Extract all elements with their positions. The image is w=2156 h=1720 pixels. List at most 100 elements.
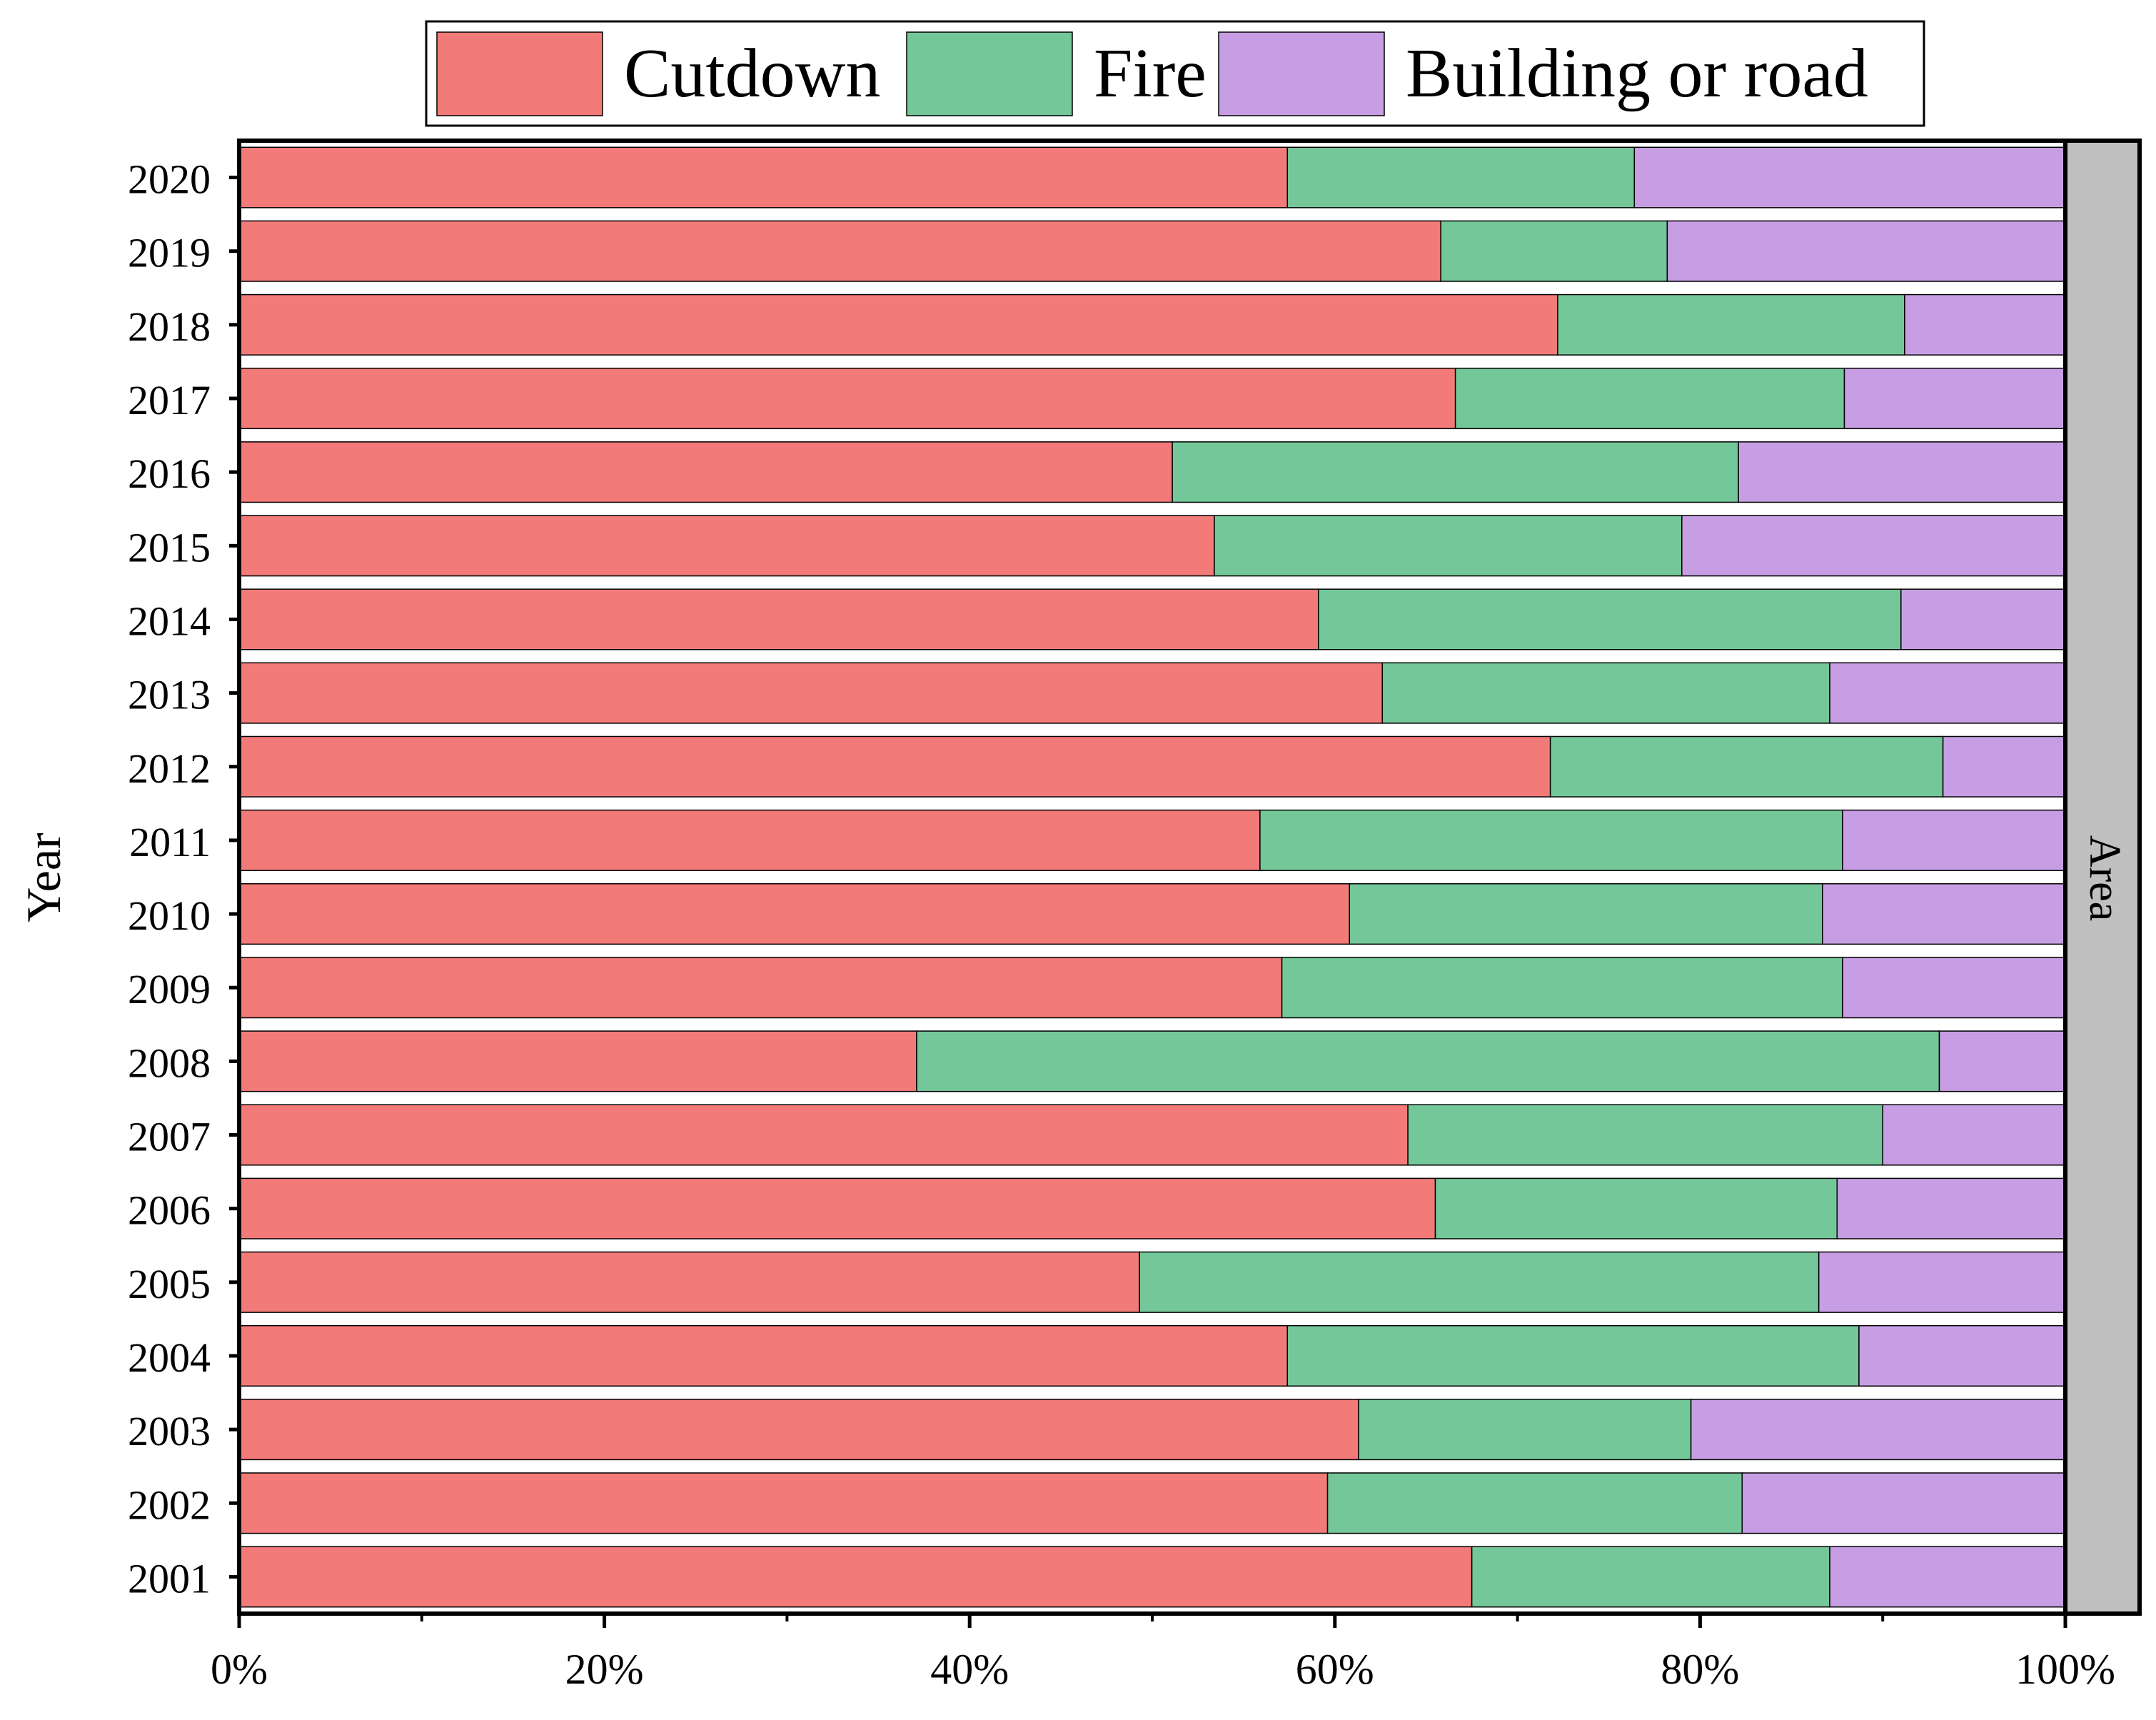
y-tick-label-2015: 2015	[128, 524, 211, 570]
facet-strip	[2063, 139, 2142, 1616]
bar-fire-2019	[1440, 220, 1668, 282]
bar-cutdown-2004	[238, 1324, 1289, 1387]
bar-fire-2020	[1286, 146, 1636, 208]
y-axis: 2001 2002 2003 2004 2005 2006 2007 2008 2009 2010…	[128, 156, 239, 1601]
bar-cutdown-2016	[238, 441, 1173, 503]
bar-cutdown-2017	[238, 367, 1456, 430]
bar-cutdown-2011	[238, 809, 1261, 871]
y-tick-label-2016: 2016	[128, 451, 211, 497]
bar-fire-2014	[1318, 588, 1902, 650]
bar-building-or-road-2017	[1843, 367, 2066, 430]
y-tick-label-2006: 2006	[128, 1187, 211, 1234]
legend-label-cutdown: Cutdown	[624, 35, 880, 112]
bar-building-or-road-2013	[1829, 662, 2066, 724]
x-axis: 0% 20% 40% 60% 80% 100%	[211, 1614, 2115, 1693]
legend-swatch-building-or-road	[1218, 31, 1385, 116]
bar-fire-2015	[1214, 515, 1683, 577]
y-tick-label-2005: 2005	[128, 1261, 211, 1307]
y-tick-label-2008: 2008	[128, 1040, 211, 1086]
bar-building-or-road-2003	[1690, 1399, 2066, 1461]
y-tick-label-2003: 2003	[128, 1408, 211, 1454]
x-tick-label-100: 100%	[2015, 1646, 2115, 1693]
bar-cutdown-2002	[238, 1472, 1329, 1534]
bar-cutdown-2010	[238, 883, 1351, 945]
y-tick-label-2011: 2011	[129, 819, 211, 865]
y-tick-label-2010: 2010	[128, 892, 211, 939]
bar-fire-2017	[1454, 367, 1845, 430]
legend-frame	[425, 20, 1925, 127]
bar-cutdown-2012	[238, 735, 1551, 798]
bar-fire-2012	[1549, 735, 1944, 798]
bar-cutdown-2020	[238, 146, 1289, 208]
y-tick-label-2002: 2002	[128, 1482, 211, 1528]
y-tick-label-2018: 2018	[128, 303, 211, 350]
bar-building-or-road-2014	[1900, 588, 2066, 650]
bar-fire-2001	[1471, 1546, 1830, 1608]
bar-building-or-road-2010	[1822, 883, 2066, 945]
bar-building-or-road-2008	[1938, 1030, 2066, 1092]
x-tick-label-0: 0%	[211, 1646, 268, 1693]
bar-cutdown-2006	[238, 1177, 1436, 1239]
bar-fire-2007	[1407, 1104, 1883, 1166]
bar-building-or-road-2016	[1738, 441, 2066, 503]
y-tick-label-2020: 2020	[128, 156, 211, 203]
bar-fire-2006	[1434, 1177, 1838, 1239]
bar-fire-2011	[1259, 809, 1843, 871]
y-tick-label-2009: 2009	[128, 966, 211, 1012]
y-tick-label-2004: 2004	[128, 1334, 211, 1381]
bar-building-or-road-2001	[1829, 1546, 2066, 1608]
bar-building-or-road-2004	[1858, 1324, 2066, 1387]
bar-building-or-road-2019	[1666, 220, 2066, 282]
bar-building-or-road-2007	[1882, 1104, 2066, 1166]
bar-fire-2013	[1381, 662, 1830, 724]
bar-cutdown-2008	[238, 1030, 917, 1092]
bar-fire-2008	[916, 1030, 1940, 1092]
bar-building-or-road-2009	[1842, 957, 2066, 1019]
bar-cutdown-2001	[238, 1546, 1473, 1608]
bar-cutdown-2018	[238, 293, 1558, 356]
bar-fire-2005	[1139, 1251, 1820, 1313]
y-tick-label-2001: 2001	[128, 1555, 211, 1601]
bar-building-or-road-2005	[1818, 1251, 2066, 1313]
bar-building-or-road-2015	[1681, 515, 2066, 577]
bar-cutdown-2014	[238, 588, 1319, 650]
legend-swatch-fire	[906, 31, 1073, 116]
bar-building-or-road-2012	[1942, 735, 2066, 798]
bar-fire-2002	[1326, 1472, 1743, 1534]
bar-fire-2016	[1172, 441, 1739, 503]
x-tick-label-60: 60%	[1296, 1646, 1374, 1693]
y-tick-label-2017: 2017	[128, 377, 211, 423]
bar-cutdown-2013	[238, 662, 1384, 724]
bar-cutdown-2003	[238, 1399, 1359, 1461]
legend: Cutdown Fire Building or road	[425, 20, 1925, 127]
x-tick-label-80: 80%	[1661, 1646, 1739, 1693]
bar-fire-2018	[1557, 293, 1905, 356]
bar-cutdown-2007	[238, 1104, 1409, 1166]
x-tick-label-40: 40%	[930, 1646, 1009, 1693]
legend-label-building-or-road: Building or road	[1406, 35, 1868, 112]
x-tick-label-20: 20%	[565, 1646, 644, 1693]
y-axis-label: Year	[16, 833, 71, 922]
bar-building-or-road-2006	[1836, 1177, 2066, 1239]
bar-cutdown-2009	[238, 957, 1283, 1019]
legend-label-fire: Fire	[1094, 35, 1207, 112]
y-tick-label-2014: 2014	[128, 598, 211, 644]
y-tick-label-2019: 2019	[128, 230, 211, 276]
bar-fire-2003	[1358, 1399, 1692, 1461]
facet-label: Area	[2080, 835, 2129, 921]
bars-group	[238, 146, 2066, 1608]
bar-fire-2009	[1281, 957, 1843, 1019]
bar-fire-2004	[1286, 1324, 1860, 1387]
bar-cutdown-2015	[238, 515, 1215, 577]
y-tick-label-2007: 2007	[128, 1114, 211, 1160]
bar-building-or-road-2020	[1633, 146, 2066, 208]
bar-cutdown-2019	[238, 220, 1441, 282]
bar-building-or-road-2018	[1904, 293, 2066, 356]
y-tick-label-2013: 2013	[128, 672, 211, 718]
bar-building-or-road-2002	[1741, 1472, 2066, 1534]
bar-building-or-road-2011	[1842, 809, 2066, 871]
bar-cutdown-2005	[238, 1251, 1140, 1313]
bar-fire-2010	[1349, 883, 1823, 945]
y-tick-label-2012: 2012	[128, 745, 211, 792]
